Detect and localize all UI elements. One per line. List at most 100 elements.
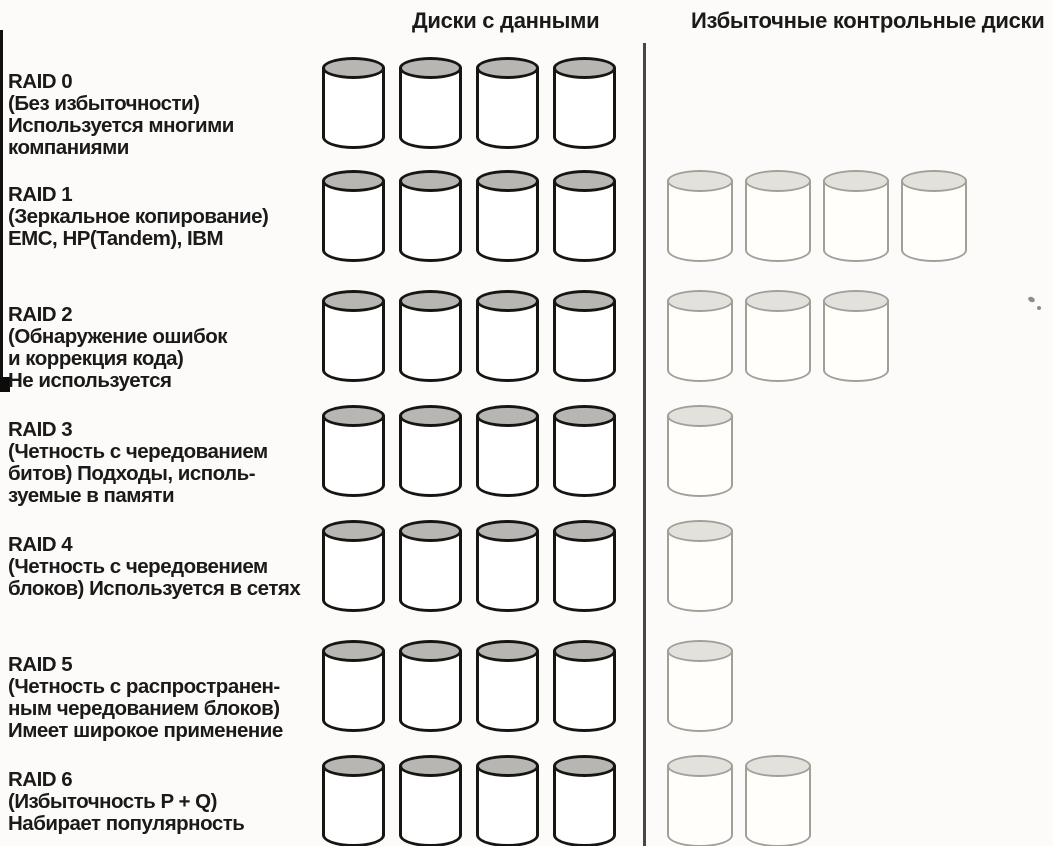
disk-body bbox=[322, 766, 385, 846]
disk-body bbox=[399, 651, 462, 732]
disk-body bbox=[553, 651, 616, 732]
disk-top-ellipse bbox=[399, 405, 462, 427]
check-disk-icon bbox=[667, 755, 733, 846]
raid-description-line: битов) Подходы, исполь- bbox=[8, 462, 256, 485]
column-divider bbox=[643, 43, 646, 846]
check-disk-icon bbox=[667, 290, 733, 382]
disk-body bbox=[322, 531, 385, 612]
disk-top-ellipse bbox=[553, 755, 616, 777]
disk-body bbox=[667, 651, 733, 732]
raid-label-raid-2: RAID 2 (Обнаружение ошибок и коррекция код… bbox=[8, 304, 338, 392]
check-disk-icon bbox=[823, 170, 889, 262]
disk-body bbox=[553, 301, 616, 382]
disk-top-ellipse bbox=[745, 290, 811, 312]
disk-body bbox=[322, 651, 385, 732]
data-disk-icon bbox=[476, 755, 539, 846]
data-disk-icon bbox=[399, 755, 462, 846]
disk-body bbox=[553, 181, 616, 262]
disk-top-ellipse bbox=[553, 170, 616, 192]
disk-body bbox=[823, 181, 889, 262]
raid-description-line: блоков) Используется в сетях bbox=[8, 577, 301, 600]
disk-body bbox=[476, 766, 539, 846]
disk-body bbox=[667, 416, 733, 497]
data-disk-icon bbox=[399, 520, 462, 612]
disk-top-ellipse bbox=[399, 290, 462, 312]
disk-top-ellipse bbox=[399, 755, 462, 777]
data-disk-icon bbox=[553, 57, 616, 149]
check-disk-icon bbox=[901, 170, 967, 262]
check-disk-icon bbox=[823, 290, 889, 382]
disk-top-ellipse bbox=[476, 290, 539, 312]
data-disk-icon bbox=[476, 405, 539, 497]
column-header-check-disks: Избыточные контрольные диски bbox=[691, 8, 1045, 33]
disk-top-ellipse bbox=[553, 57, 616, 79]
disk-top-ellipse bbox=[667, 640, 733, 662]
disk-top-ellipse bbox=[399, 520, 462, 542]
disk-top-ellipse bbox=[322, 755, 385, 777]
raid-description-line: (Четность с распространен- bbox=[8, 675, 280, 698]
disk-top-ellipse bbox=[553, 640, 616, 662]
disk-body bbox=[667, 181, 733, 262]
raid-row-raid-3: RAID 3 (Четность с чередованием битов) Под… bbox=[0, 405, 1053, 520]
disk-body bbox=[476, 416, 539, 497]
page-edge-mark-end bbox=[0, 377, 10, 392]
data-disk-icon bbox=[399, 640, 462, 732]
raid-description-line: Имеет широкое применение bbox=[8, 719, 283, 742]
disk-body bbox=[553, 68, 616, 149]
check-disk-icon bbox=[745, 170, 811, 262]
disk-top-ellipse bbox=[399, 640, 462, 662]
disk-top-ellipse bbox=[476, 520, 539, 542]
disk-body bbox=[667, 766, 733, 846]
disk-top-ellipse bbox=[553, 405, 616, 427]
disk-top-ellipse bbox=[745, 755, 811, 777]
raid-description-line: компаниями bbox=[8, 136, 129, 159]
disk-top-ellipse bbox=[322, 520, 385, 542]
disk-top-ellipse bbox=[667, 170, 733, 192]
data-disk-icon bbox=[322, 290, 385, 382]
data-disk-icon bbox=[322, 57, 385, 149]
disk-body bbox=[322, 181, 385, 262]
disk-top-ellipse bbox=[823, 290, 889, 312]
raid-description-line: (Без избыточности) bbox=[8, 92, 200, 115]
data-disk-icon bbox=[476, 170, 539, 262]
scan-artifact bbox=[1037, 306, 1041, 310]
disk-top-ellipse bbox=[553, 290, 616, 312]
raid-label-raid-0: RAID 0 (Без избыточности) Используется мно… bbox=[8, 71, 338, 159]
raid-title: RAID 5 bbox=[8, 653, 73, 676]
data-disk-icon bbox=[322, 640, 385, 732]
raid-title: RAID 0 bbox=[8, 70, 73, 93]
check-disk-icon bbox=[745, 755, 811, 846]
raid-row-raid-1: RAID 1 (Зеркальное копирование) EMC, HP(Ta… bbox=[0, 170, 1053, 285]
check-disk-icon bbox=[667, 640, 733, 732]
disk-body bbox=[553, 416, 616, 497]
disk-body bbox=[322, 301, 385, 382]
data-disk-icon bbox=[553, 170, 616, 262]
disk-body bbox=[667, 531, 733, 612]
disk-body bbox=[745, 301, 811, 382]
disk-body bbox=[399, 68, 462, 149]
disk-body bbox=[553, 766, 616, 846]
data-disk-icon bbox=[476, 640, 539, 732]
disk-body bbox=[399, 766, 462, 846]
data-disk-icon bbox=[322, 405, 385, 497]
disk-top-ellipse bbox=[322, 290, 385, 312]
disk-top-ellipse bbox=[476, 170, 539, 192]
disk-body bbox=[399, 301, 462, 382]
raid-title: RAID 2 bbox=[8, 303, 73, 326]
disk-top-ellipse bbox=[667, 290, 733, 312]
data-disk-icon bbox=[322, 520, 385, 612]
raid-description-line: зуемые в памяти bbox=[8, 484, 175, 507]
raid-description-line: EMC, HP(Tandem), IBM bbox=[8, 227, 224, 250]
raid-row-raid-6: RAID 6 (Избыточность P + Q) Набирает попул… bbox=[0, 755, 1053, 846]
raid-label-raid-3: RAID 3 (Четность с чередованием битов) Под… bbox=[8, 419, 338, 507]
data-disk-icon bbox=[476, 290, 539, 382]
raid-label-raid-5: RAID 5 (Четность с распространен-ным чере… bbox=[8, 654, 338, 742]
raid-row-raid-2: RAID 2 (Обнаружение ошибок и коррекция код… bbox=[0, 290, 1053, 405]
raid-label-raid-4: RAID 4 (Четность с чередовением блоков) Ис… bbox=[8, 534, 338, 600]
check-disk-icon bbox=[667, 405, 733, 497]
data-disk-icon bbox=[399, 405, 462, 497]
raid-description-line: (Обнаружение ошибок bbox=[8, 325, 228, 348]
disk-body bbox=[476, 181, 539, 262]
disk-top-ellipse bbox=[476, 640, 539, 662]
